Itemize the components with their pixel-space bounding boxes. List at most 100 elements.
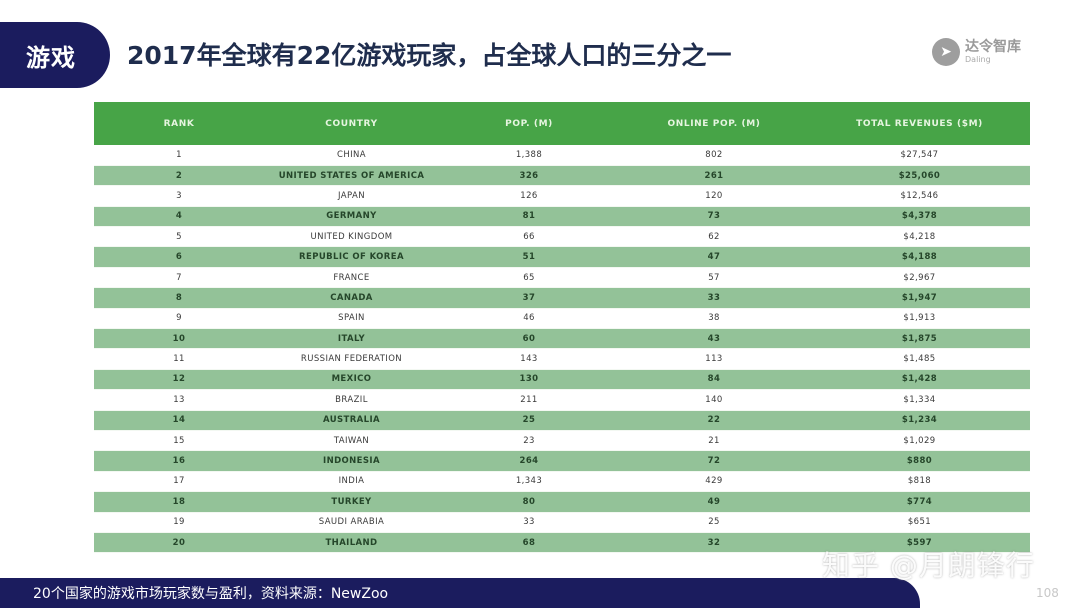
games-market-table: RANK COUNTRY POP. (M) ONLINE POP. (M) TO… <box>94 102 1030 554</box>
section-badge-label: 游戏 <box>26 43 76 72</box>
cell-pop: 80 <box>439 491 619 513</box>
cell-country: UNITED STATES OF AMERICA <box>264 165 439 187</box>
table-row: 2 UNITED STATES OF AMERICA 326 261 $25,060 <box>94 165 1030 187</box>
cell-pop: 51 <box>439 246 619 268</box>
cell-rank: 3 <box>94 185 264 207</box>
cell-country: GERMANY <box>264 206 439 228</box>
cell-country: CANADA <box>264 287 439 309</box>
table-row: 16 INDONESIA 264 72 $880 <box>94 450 1030 472</box>
cell-revenue: $1,029 <box>809 430 1030 452</box>
cell-online-pop: 49 <box>619 491 809 513</box>
cell-online-pop: 113 <box>619 348 809 370</box>
cell-revenue: $4,378 <box>809 206 1030 228</box>
table-row: 10 ITALY 60 43 $1,875 <box>94 328 1030 350</box>
cell-pop: 1,388 <box>439 145 619 166</box>
section-badge: 游戏 <box>0 22 110 88</box>
cell-country: AUSTRALIA <box>264 410 439 431</box>
cell-rank: 16 <box>94 450 264 472</box>
cell-online-pop: 802 <box>619 145 809 166</box>
cell-rank: 17 <box>94 471 264 493</box>
table-row: 13 BRAZIL 211 140 $1,334 <box>94 389 1030 411</box>
cell-online-pop: 261 <box>619 165 809 187</box>
cell-pop: 130 <box>439 369 619 391</box>
table-row: 20 THAILAND 68 32 $597 <box>94 532 1030 554</box>
column-header-country: COUNTRY <box>325 118 378 129</box>
table-row: 12 MEXICO 130 84 $1,428 <box>94 369 1030 391</box>
cell-country: UNITED KINGDOM <box>264 226 439 248</box>
cell-pop: 37 <box>439 287 619 309</box>
cell-country: INDIA <box>264 471 439 493</box>
cell-revenue: $1,947 <box>809 287 1030 309</box>
cell-country: ITALY <box>264 328 439 350</box>
cell-pop: 81 <box>439 206 619 228</box>
cell-online-pop: 33 <box>619 287 809 309</box>
table-header-row: RANK COUNTRY POP. (M) ONLINE POP. (M) TO… <box>94 102 1030 145</box>
cell-online-pop: 43 <box>619 328 809 350</box>
cell-revenue: $1,913 <box>809 308 1030 330</box>
table-row: 15 TAIWAN 23 21 $1,029 <box>94 430 1030 452</box>
table-row: 4 GERMANY 81 73 $4,378 <box>94 206 1030 228</box>
cell-rank: 2 <box>94 165 264 187</box>
table-row: 3 JAPAN 126 120 $12,546 <box>94 185 1030 207</box>
cell-pop: 143 <box>439 348 619 370</box>
cell-online-pop: 84 <box>619 369 809 391</box>
cell-rank: 4 <box>94 206 264 228</box>
cell-pop: 33 <box>439 512 619 533</box>
cell-pop: 65 <box>439 267 619 289</box>
cell-country: THAILAND <box>264 532 439 554</box>
logo-name-cn: 达令智库 <box>965 39 1021 55</box>
cell-revenue: $880 <box>809 450 1030 472</box>
cell-country: SPAIN <box>264 308 439 330</box>
cell-online-pop: 47 <box>619 246 809 268</box>
cell-pop: 23 <box>439 430 619 452</box>
cell-pop: 211 <box>439 389 619 411</box>
watermark: 知乎 @月朗锋行 <box>822 549 1035 582</box>
cell-pop: 66 <box>439 226 619 248</box>
page-number: 108 <box>1036 586 1059 600</box>
cell-revenue: $27,547 <box>809 145 1030 166</box>
cell-revenue: $25,060 <box>809 165 1030 187</box>
cell-pop: 326 <box>439 165 619 187</box>
column-header-rank: RANK <box>163 118 195 129</box>
cell-country: BRAZIL <box>264 389 439 411</box>
cell-revenue: $12,546 <box>809 185 1030 207</box>
cell-rank: 6 <box>94 246 264 268</box>
cell-country: REPUBLIC OF KOREA <box>264 246 439 268</box>
cell-rank: 15 <box>94 430 264 452</box>
cell-online-pop: 25 <box>619 512 809 533</box>
cell-revenue: $1,875 <box>809 328 1030 350</box>
cell-revenue: $774 <box>809 491 1030 513</box>
footer-caption-bar: 20个国家的游戏市场玩家数与盈利，资料来源：NewZoo <box>0 578 920 608</box>
cell-pop: 68 <box>439 532 619 554</box>
cell-country: TAIWAN <box>264 430 439 452</box>
cell-country: CHINA <box>264 145 439 166</box>
table-row: 8 CANADA 37 33 $1,947 <box>94 287 1030 309</box>
cell-rank: 11 <box>94 348 264 370</box>
table-row: 9 SPAIN 46 38 $1,913 <box>94 308 1030 330</box>
cell-pop: 46 <box>439 308 619 330</box>
cell-online-pop: 57 <box>619 267 809 289</box>
footer-caption: 20个国家的游戏市场玩家数与盈利，资料来源：NewZoo <box>33 586 389 602</box>
table-row: 17 INDIA 1,343 429 $818 <box>94 471 1030 493</box>
rocket-icon: ➤ <box>932 38 960 66</box>
cell-country: MEXICO <box>264 369 439 391</box>
table-row: 14 AUSTRALIA 25 22 $1,234 <box>94 410 1030 431</box>
cell-rank: 18 <box>94 491 264 513</box>
cell-revenue: $4,188 <box>809 246 1030 268</box>
cell-country: FRANCE <box>264 267 439 289</box>
table-row: 1 CHINA 1,388 802 $27,547 <box>94 145 1030 166</box>
table-row: 19 SAUDI ARABIA 33 25 $651 <box>94 512 1030 533</box>
cell-country: TURKEY <box>264 491 439 513</box>
cell-rank: 7 <box>94 267 264 289</box>
cell-pop: 126 <box>439 185 619 207</box>
cell-rank: 1 <box>94 145 264 166</box>
cell-pop: 60 <box>439 328 619 350</box>
cell-revenue: $4,218 <box>809 226 1030 248</box>
cell-pop: 1,343 <box>439 471 619 493</box>
column-header-revenue: TOTAL REVENUES ($M) <box>856 118 983 129</box>
cell-online-pop: 32 <box>619 532 809 554</box>
cell-online-pop: 140 <box>619 389 809 411</box>
cell-online-pop: 429 <box>619 471 809 493</box>
cell-country: SAUDI ARABIA <box>264 512 439 533</box>
table-row: 5 UNITED KINGDOM 66 62 $4,218 <box>94 226 1030 248</box>
